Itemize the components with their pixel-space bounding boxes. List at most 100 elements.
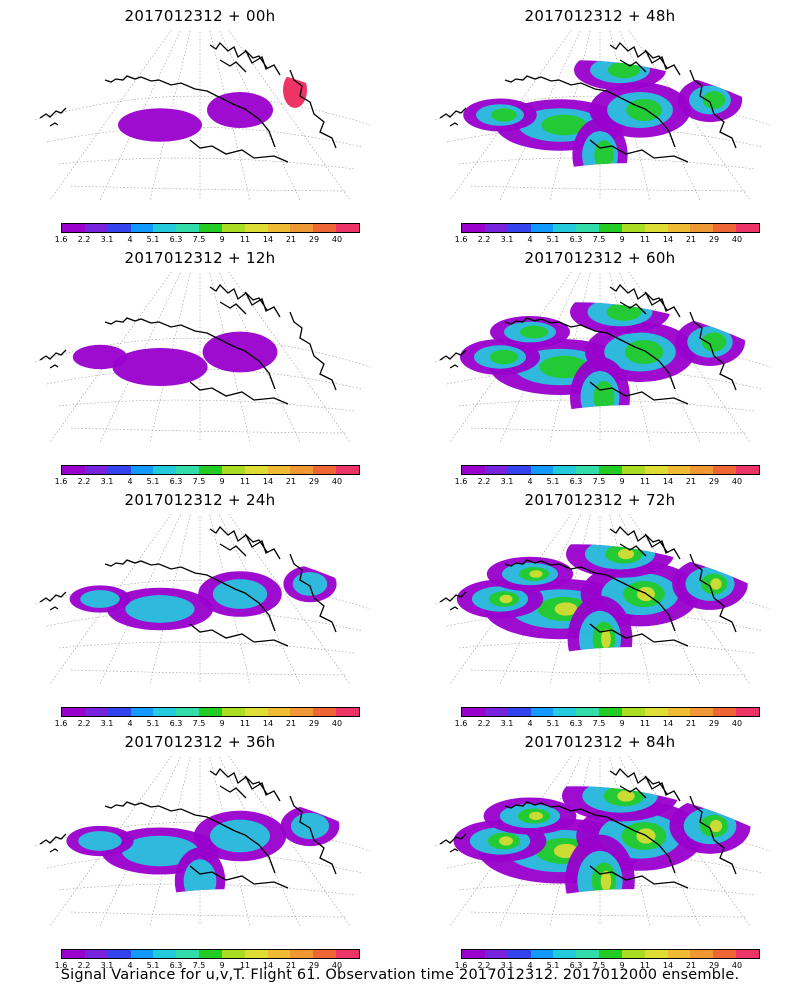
colorbar-tick-labels: 1.6 2.2 3.1 4 5.1 6.3 7.5 9 11 14 21 29 40	[455, 235, 765, 245]
colorbar-tick-label: 1.6	[454, 477, 468, 486]
colorbar-swatch	[244, 466, 268, 474]
colorbar	[61, 223, 360, 233]
colorbar-tick-label: 14	[262, 961, 274, 970]
colorbar-swatch	[62, 708, 85, 716]
panel-title: 2017012312 + 00h	[124, 7, 276, 25]
colorbar-swatch	[484, 466, 508, 474]
colorbar-tick-label: 7.5	[192, 235, 206, 244]
colorbar-tick-label: 9	[219, 235, 225, 244]
colorbar-tick-label: 29	[708, 719, 720, 728]
colorbar-swatch	[736, 950, 759, 958]
colorbar-swatch	[107, 708, 131, 716]
colorbar-swatch	[130, 950, 154, 958]
figure-caption: Signal Variance for u,v,T. Flight 61. Ob…	[60, 967, 740, 983]
colorbar-tick-label: 29	[308, 719, 320, 728]
colorbar-tick-label: 14	[262, 235, 274, 244]
colorbar-swatch	[336, 708, 359, 716]
colorbar-swatch	[107, 224, 131, 232]
variance-map	[410, 0, 790, 201]
colorbar-swatch	[736, 224, 759, 232]
colorbar-tick-label: 2.2	[77, 961, 91, 970]
colorbar-tick-label: 2.2	[477, 719, 491, 728]
colorbar-swatch	[644, 708, 668, 716]
colorbar-tick-label: 21	[685, 719, 697, 728]
colorbar-tick-labels: 1.6 2.2 3.1 4 5.1 6.3 7.5 9 11 14 21 29 40	[55, 477, 365, 487]
variance-map	[10, 0, 390, 201]
colorbar-swatch	[84, 950, 108, 958]
colorbar-tick-label: 40	[331, 961, 343, 970]
colorbar-tick-label: 7.5	[192, 961, 206, 970]
colorbar-tick-label: 1.6	[54, 719, 68, 728]
colorbar-tick-label: 3.1	[100, 719, 114, 728]
colorbar-tick-label: 6.3	[169, 235, 183, 244]
colorbar-swatch	[84, 708, 108, 716]
colorbar-swatch	[153, 224, 177, 232]
colorbar-tick-label: 7.5	[592, 961, 606, 970]
colorbar-swatch	[221, 708, 245, 716]
colorbar-swatch	[244, 708, 268, 716]
colorbar-tick-label: 5.1	[146, 961, 160, 970]
colorbar-tick-label: 11	[239, 235, 251, 244]
colorbar-tick-label: 9	[619, 235, 625, 244]
colorbar-swatch	[644, 950, 668, 958]
colorbar-tick-labels: 1.6 2.2 3.1 4 5.1 6.3 7.5 9 11 14 21 29 40	[55, 719, 365, 729]
colorbar-swatch	[507, 708, 531, 716]
colorbar-tick-label: 2.2	[477, 235, 491, 244]
variance-map	[410, 715, 790, 927]
colorbar-swatch	[62, 466, 85, 474]
colorbar-swatch	[690, 950, 714, 958]
colorbar-tick-labels: 1.6 2.2 3.1 4 5.1 6.3 7.5 9 11 14 21 29 40	[455, 961, 765, 971]
colorbar-swatch	[484, 708, 508, 716]
colorbar-tick-label: 21	[685, 235, 697, 244]
colorbar-swatch	[599, 950, 622, 958]
colorbar-tick-label: 7.5	[192, 719, 206, 728]
colorbar-swatch	[313, 466, 337, 474]
colorbar-swatch	[667, 224, 691, 232]
colorbar-tick-label: 6.3	[169, 961, 183, 970]
colorbar-tick-label: 11	[239, 719, 251, 728]
colorbar-swatch	[667, 708, 691, 716]
colorbar-swatch	[267, 224, 291, 232]
variance-map	[410, 473, 790, 685]
colorbar-swatch	[690, 708, 714, 716]
colorbar-tick-label: 1.6	[54, 961, 68, 970]
colorbar-swatch	[644, 224, 668, 232]
colorbar-swatch	[130, 708, 154, 716]
colorbar-tick-label: 11	[239, 477, 251, 486]
colorbar-swatch	[267, 708, 291, 716]
colorbar-tick-label: 2.2	[477, 477, 491, 486]
colorbar-tick-label: 21	[285, 961, 297, 970]
colorbar-swatch	[130, 466, 154, 474]
colorbar-swatch	[507, 224, 531, 232]
colorbar-swatch	[176, 950, 200, 958]
colorbar-swatch	[462, 708, 485, 716]
colorbar-swatch	[130, 224, 154, 232]
colorbar-swatch	[290, 950, 314, 958]
colorbar-tick-label: 9	[619, 719, 625, 728]
colorbar-tick-label: 14	[662, 477, 674, 486]
colorbar-tick-label: 9	[219, 961, 225, 970]
colorbar-swatch	[462, 950, 485, 958]
colorbar-tick-label: 1.6	[454, 235, 468, 244]
colorbar	[461, 223, 760, 233]
colorbar-tick-label: 3.1	[500, 719, 514, 728]
colorbar-tick-label: 4	[527, 235, 533, 244]
colorbar-swatch	[62, 224, 85, 232]
colorbar-tick-labels: 1.6 2.2 3.1 4 5.1 6.3 7.5 9 11 14 21 29 40	[55, 235, 365, 245]
colorbar-tick-label: 9	[619, 961, 625, 970]
colorbar-swatch	[484, 950, 508, 958]
colorbar-swatch	[530, 466, 554, 474]
colorbar-tick-label: 5.1	[546, 719, 560, 728]
colorbar-swatch	[621, 950, 645, 958]
colorbar-tick-label: 6.3	[169, 719, 183, 728]
colorbar-swatch	[576, 950, 600, 958]
forecast-panel: 2017012312 + 60h 1.6 2.2 3.1 4 5.1 6.3 7.5 9 11 14…	[400, 231, 800, 487]
colorbar-tick-label: 5.1	[146, 235, 160, 244]
colorbar-tick-label: 3.1	[100, 235, 114, 244]
colorbar-swatch	[290, 708, 314, 716]
colorbar-swatch	[713, 466, 737, 474]
colorbar-swatch	[290, 224, 314, 232]
colorbar-tick-labels: 1.6 2.2 3.1 4 5.1 6.3 7.5 9 11 14 21 29 40	[55, 961, 365, 971]
colorbar-tick-label: 40	[731, 235, 743, 244]
colorbar-tick-label: 5.1	[146, 477, 160, 486]
